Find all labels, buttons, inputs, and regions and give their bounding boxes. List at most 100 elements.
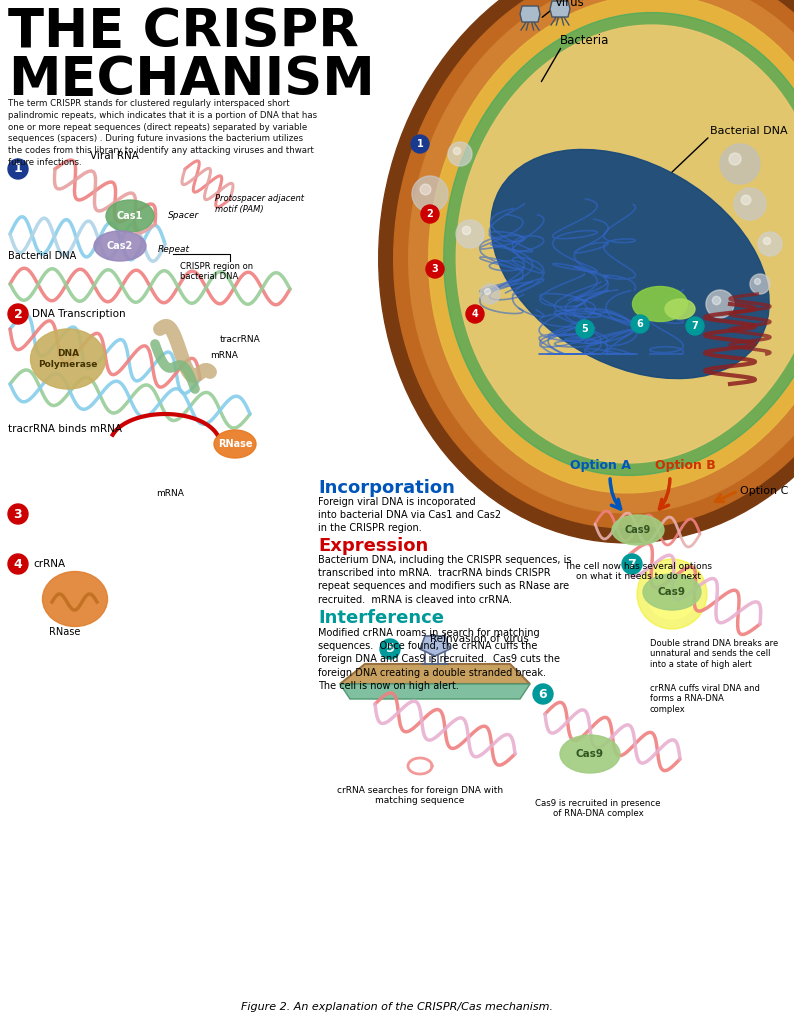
Ellipse shape	[394, 0, 794, 528]
Text: 7: 7	[692, 321, 699, 331]
Text: The term CRISPR stands for clustered regularly interspaced short
palindromic rep: The term CRISPR stands for clustered reg…	[8, 99, 317, 167]
Circle shape	[637, 559, 707, 629]
Ellipse shape	[106, 200, 154, 232]
Text: 3: 3	[13, 508, 22, 520]
Text: Option A: Option A	[569, 460, 630, 472]
Circle shape	[631, 315, 649, 333]
Text: Bacterium DNA, including the CRISPR sequences, is
transcribed into mRNA.  tracrR: Bacterium DNA, including the CRISPR sequ…	[318, 555, 572, 604]
Circle shape	[622, 554, 642, 574]
Circle shape	[758, 232, 782, 256]
Ellipse shape	[612, 515, 664, 545]
Text: The cell now has several options
on what it needs to do next: The cell now has several options on what…	[564, 562, 712, 582]
Text: 4: 4	[13, 557, 22, 570]
Circle shape	[8, 159, 28, 179]
Ellipse shape	[214, 430, 256, 458]
Circle shape	[462, 226, 471, 234]
Text: Cas9: Cas9	[658, 587, 686, 597]
Text: 5: 5	[582, 324, 588, 334]
Circle shape	[411, 135, 429, 153]
Text: Cas2: Cas2	[107, 241, 133, 251]
Text: mRNA: mRNA	[156, 489, 184, 498]
Ellipse shape	[94, 231, 146, 261]
Ellipse shape	[643, 574, 701, 610]
Text: RNase: RNase	[218, 439, 252, 449]
Text: Bacteria: Bacteria	[560, 34, 609, 47]
Polygon shape	[340, 684, 530, 699]
Text: Virus: Virus	[555, 0, 584, 9]
Circle shape	[456, 220, 484, 248]
Circle shape	[8, 304, 28, 324]
Circle shape	[734, 188, 766, 220]
Circle shape	[706, 290, 734, 318]
Circle shape	[647, 569, 697, 618]
Text: Bacterial DNA: Bacterial DNA	[710, 126, 788, 136]
Ellipse shape	[379, 0, 794, 543]
Circle shape	[8, 504, 28, 524]
Ellipse shape	[30, 329, 106, 389]
Text: RNase: RNase	[49, 627, 81, 637]
Circle shape	[729, 153, 741, 165]
Text: crRNA: crRNA	[33, 559, 65, 569]
Circle shape	[742, 196, 751, 205]
Circle shape	[8, 554, 28, 574]
Polygon shape	[520, 6, 540, 22]
Circle shape	[686, 317, 704, 335]
Circle shape	[576, 319, 594, 338]
Text: 2: 2	[426, 209, 434, 219]
Text: crRNA searches for foreign DNA with
matching sequence: crRNA searches for foreign DNA with matc…	[337, 786, 503, 806]
Circle shape	[754, 279, 761, 285]
Text: Expression: Expression	[318, 537, 428, 555]
Circle shape	[533, 684, 553, 705]
Text: 5: 5	[386, 642, 395, 655]
Text: 3: 3	[432, 264, 438, 274]
Text: 1: 1	[417, 139, 423, 150]
Text: MECHANISM: MECHANISM	[8, 54, 375, 106]
Text: Repeat: Repeat	[158, 246, 190, 255]
Text: tracrRNA: tracrRNA	[220, 335, 260, 343]
Text: Cas9 is recruited in presence
of RNA-DNA complex: Cas9 is recruited in presence of RNA-DNA…	[535, 799, 661, 818]
Text: 6: 6	[637, 319, 643, 329]
Text: Option C: Option C	[740, 486, 788, 496]
Ellipse shape	[409, 0, 794, 513]
Polygon shape	[550, 1, 570, 17]
Text: Foreign viral DNA is incoporated
into bacterial DNA via Cas1 and Cas2
in the CRI: Foreign viral DNA is incoporated into ba…	[318, 497, 501, 534]
Text: Interference: Interference	[318, 609, 444, 627]
Text: Viral RNA: Viral RNA	[90, 151, 139, 161]
Ellipse shape	[560, 735, 620, 773]
Ellipse shape	[491, 150, 769, 379]
Circle shape	[420, 184, 431, 195]
Ellipse shape	[665, 299, 695, 319]
Circle shape	[466, 305, 484, 323]
Text: 2: 2	[13, 307, 22, 321]
Polygon shape	[420, 636, 450, 656]
Text: Spacer: Spacer	[168, 212, 199, 220]
Circle shape	[448, 142, 472, 166]
Text: 4: 4	[472, 309, 478, 319]
Text: CRISPR region on
bacterial DNA: CRISPR region on bacterial DNA	[180, 262, 253, 282]
Text: 7: 7	[627, 557, 636, 570]
Circle shape	[484, 289, 491, 295]
Text: THE CRISPR: THE CRISPR	[8, 6, 359, 58]
Text: DNA
Polymerase: DNA Polymerase	[38, 349, 98, 369]
Text: Protospacer adjacent
motif (PAM): Protospacer adjacent motif (PAM)	[215, 195, 304, 214]
Text: 6: 6	[538, 687, 547, 700]
Ellipse shape	[43, 571, 107, 627]
Ellipse shape	[633, 287, 688, 322]
Circle shape	[763, 238, 771, 245]
Circle shape	[421, 205, 439, 223]
Text: Double strand DNA breaks are
unnatural and sends the cell
into a state of high a: Double strand DNA breaks are unnatural a…	[650, 639, 778, 669]
FancyBboxPatch shape	[0, 0, 315, 1024]
Circle shape	[720, 144, 760, 184]
Text: Reinvasion of virus: Reinvasion of virus	[430, 634, 529, 644]
Circle shape	[453, 147, 461, 155]
Text: Modified crRNA roams in search for matching
sequences.  Once found, the crRNA cu: Modified crRNA roams in search for match…	[318, 628, 560, 691]
Text: tracrRNA binds mRNA: tracrRNA binds mRNA	[8, 424, 122, 434]
Polygon shape	[340, 664, 530, 684]
Circle shape	[712, 296, 721, 305]
Circle shape	[426, 260, 444, 278]
Circle shape	[412, 176, 448, 212]
Circle shape	[750, 274, 770, 294]
Text: DNA Transcription: DNA Transcription	[32, 309, 125, 319]
Ellipse shape	[429, 0, 794, 493]
Text: Cas9: Cas9	[625, 525, 651, 535]
